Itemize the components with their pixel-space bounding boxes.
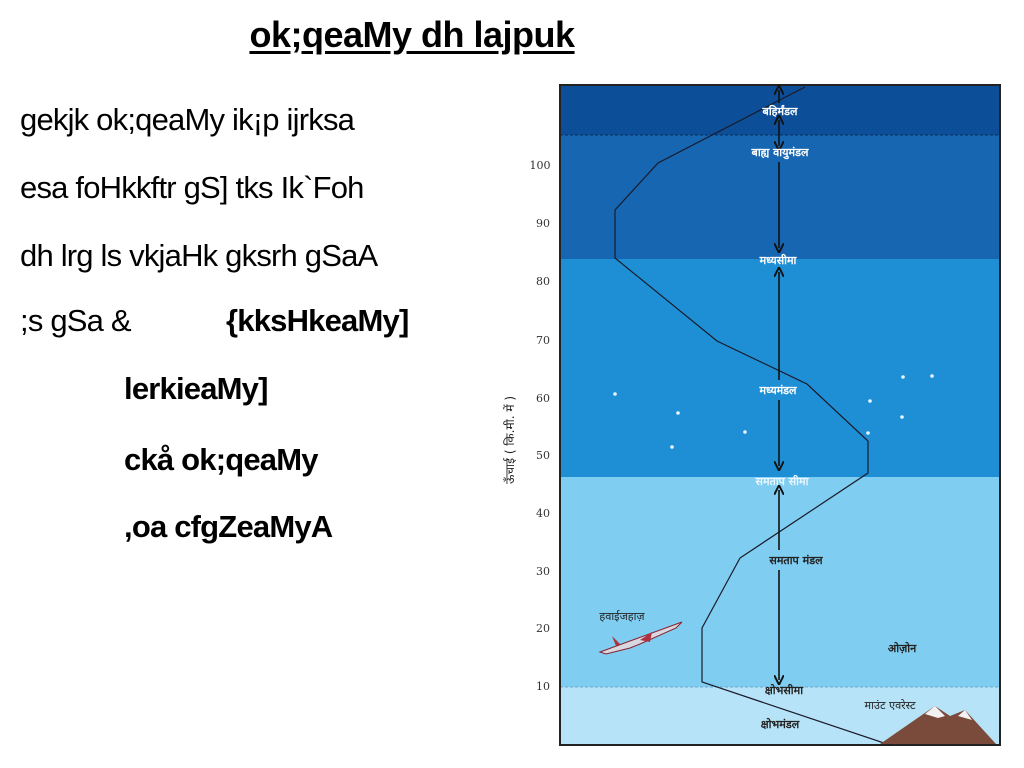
label-mesopause: मध्यसीमा — [759, 253, 798, 267]
body-line: gekjk ok;qeaMy ik¡p ijrksa — [20, 102, 355, 137]
label-troposphere: क्षोभमंडल — [761, 717, 800, 731]
slide-title: ok;qeaMy dh lajpuk — [249, 14, 575, 55]
airplane-icon — [598, 621, 683, 655]
y-axis-label: ऊँचाई ( कि.मी. में ) — [503, 396, 517, 484]
stratosphere-band — [560, 477, 1000, 687]
thermosphere-band — [560, 135, 1000, 259]
tick-label: 10 — [536, 680, 550, 693]
label-stratosphere: समताप मंडल — [768, 554, 823, 567]
layer-item-exosphere: ,oa cfgZeaMyA — [124, 509, 333, 544]
y-axis-ticks: 100 90 80 70 60 50 40 30 20 10 — [530, 159, 551, 693]
temperature-curve — [614, 86, 891, 746]
label-stratopause: समताप सीमा — [755, 474, 810, 488]
label-exosphere: बहिर्मंडल — [762, 104, 798, 118]
tick-label: 60 — [536, 392, 550, 405]
label-thermosphere: बाह्य वायुमंडल — [751, 146, 809, 160]
label-ozone: ओज़ोन — [888, 641, 917, 655]
mesosphere-band — [560, 259, 1000, 477]
tick-label: 100 — [530, 159, 551, 172]
mountain-icon — [880, 706, 996, 744]
tick-label: 20 — [536, 622, 550, 635]
tick-label: 90 — [536, 217, 550, 230]
tick-label: 50 — [536, 449, 550, 462]
label-airplane: हवाईजहाज़ — [599, 610, 645, 623]
layer-item-troposphere: {kksHkeaMy] — [226, 303, 409, 338]
body-line: esa foHkkftr gS] tks Ik`Foh — [20, 170, 364, 205]
tick-label: 30 — [536, 565, 550, 578]
tick-label: 80 — [536, 275, 550, 288]
body-line: dh lrg ls vkjaHk gksrh gSaA — [20, 238, 378, 273]
layer-item-stratosphere: lerkieaMy] — [124, 371, 268, 406]
label-mesosphere: मध्यमंडल — [758, 384, 797, 397]
tick-label: 40 — [536, 507, 550, 520]
tick-label: 70 — [536, 334, 550, 347]
diagram-frame — [559, 84, 1001, 746]
body-line: ;s gSa & — [20, 303, 132, 338]
label-tropopause: क्षोभसीमा — [765, 683, 804, 697]
label-everest: माउंट एवरेस्ट — [864, 699, 915, 712]
layer-item-outer-atmosphere: ckå ok;qeaMy — [124, 442, 319, 477]
cloud-icons — [613, 374, 934, 449]
